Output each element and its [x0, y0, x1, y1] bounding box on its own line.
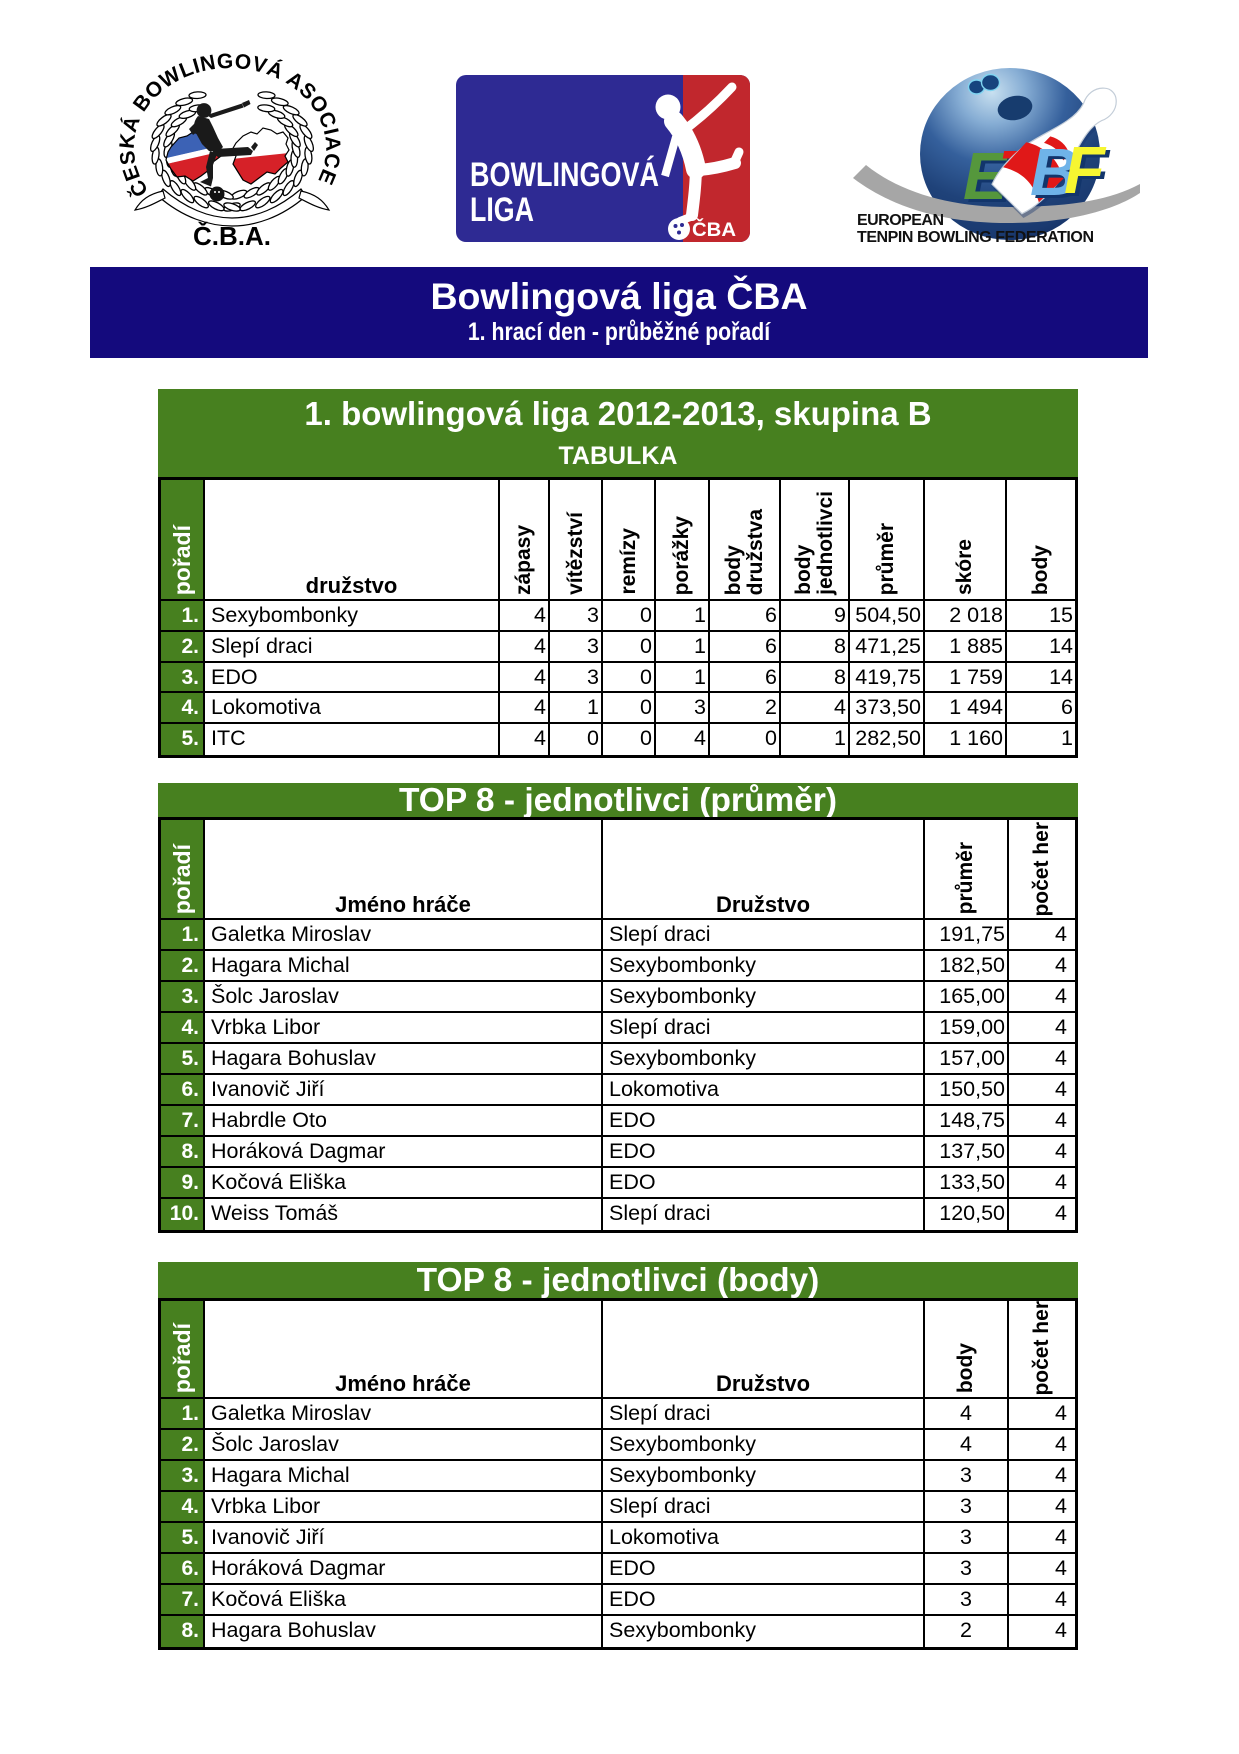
svg-text:Č.B.A.: Č.B.A. [193, 221, 271, 250]
svg-text:LIGA: LIGA [470, 191, 534, 229]
svg-text:ČESKÁ BOWLINGOVÁ ASOCIACE: ČESKÁ BOWLINGOVÁ ASOCIACE [116, 50, 345, 201]
svg-text:F: F [1064, 133, 1107, 208]
svg-text:EUROPEAN: EUROPEAN [857, 212, 944, 229]
svg-text:BOWLINGOVÁ: BOWLINGOVÁ [470, 156, 659, 194]
svg-text:B: B [1030, 135, 1078, 210]
svg-text:TENPIN BOWLING FEDERATION: TENPIN BOWLING FEDERATION [857, 229, 1094, 246]
svg-text:B: B [1034, 138, 1082, 213]
svg-text:ČBA: ČBA [692, 219, 736, 241]
svg-text:F: F [1068, 136, 1111, 211]
